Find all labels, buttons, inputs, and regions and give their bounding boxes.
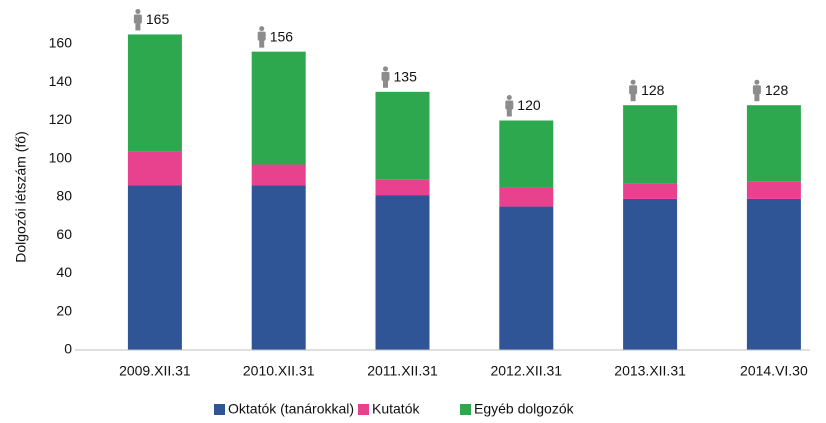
bar-segment (499, 120, 554, 188)
y-tick-label: 100 (49, 149, 73, 165)
person-icon (505, 95, 514, 117)
icon-head (754, 79, 760, 85)
icon-body (629, 85, 638, 95)
y-axis-label: Dolgozói létszám (fő) (13, 131, 29, 263)
bar-segment (127, 151, 182, 186)
total-label: 156 (270, 28, 294, 44)
legend-label: Kutatók (372, 401, 420, 417)
icon-body (257, 31, 266, 41)
person-icon (257, 26, 266, 48)
total-label: 128 (765, 82, 789, 98)
x-tick-label: 2009.XII.31 (119, 363, 191, 379)
icon-head (630, 79, 636, 85)
icon-body (381, 71, 390, 81)
icon-head (259, 26, 265, 32)
bar-segment (746, 198, 801, 350)
icon-head (383, 66, 388, 72)
total-label: 135 (394, 69, 418, 85)
legend-swatch (214, 404, 225, 415)
bar-segment (127, 34, 182, 152)
y-tick-label: 0 (64, 341, 72, 357)
y-tick-label: 20 (56, 302, 72, 318)
icon-legs (135, 22, 141, 31)
icon-legs (506, 108, 512, 117)
x-tick-label: 2012.XII.31 (490, 363, 562, 379)
bar-segment (746, 105, 801, 182)
y-tick-label: 160 (49, 35, 73, 51)
icon-legs (383, 79, 388, 88)
total-label: 165 (146, 11, 170, 27)
bar-segment (623, 105, 678, 184)
bar-segment (251, 164, 306, 186)
x-tick-label: 2010.XII.31 (243, 363, 315, 379)
y-tick-label: 60 (56, 226, 72, 242)
y-tick-label: 140 (49, 73, 73, 89)
legend-label: Oktatók (tanárokkal) (228, 401, 354, 417)
bar-segment (127, 185, 182, 350)
person-icon (752, 79, 761, 102)
icon-legs (259, 39, 265, 48)
person-icon (381, 66, 390, 88)
bar-segment (251, 185, 306, 350)
y-tick-label: 120 (49, 111, 73, 127)
x-tick-label: 2014.VI.30 (740, 363, 808, 379)
bar-segment (251, 51, 306, 165)
icon-head (506, 95, 512, 100)
bar-segment (623, 183, 678, 199)
icon-legs (754, 93, 760, 102)
legend-label: Egyéb dolgozók (474, 401, 575, 417)
bar-segment (746, 181, 801, 199)
legend-swatch (460, 404, 471, 415)
y-tick-label: 80 (56, 188, 72, 204)
icon-head (135, 8, 141, 14)
total-label: 128 (641, 82, 665, 98)
bar-segment (375, 195, 430, 350)
icon-body (505, 100, 514, 110)
icon-body (752, 85, 761, 95)
person-icon (133, 8, 142, 31)
total-label: 120 (517, 97, 541, 113)
bar-segment (375, 179, 430, 196)
bar-segment (375, 91, 430, 180)
person-icon (629, 79, 638, 102)
legend-swatch (358, 404, 369, 415)
bar-segment (623, 198, 678, 350)
y-tick-label: 40 (56, 264, 72, 280)
icon-body (133, 14, 142, 24)
bar-segment (499, 187, 554, 207)
icon-legs (630, 93, 636, 102)
x-tick-label: 2013.XII.31 (614, 363, 686, 379)
x-tick-label: 2011.XII.31 (367, 363, 438, 379)
bar-segment (499, 206, 554, 350)
